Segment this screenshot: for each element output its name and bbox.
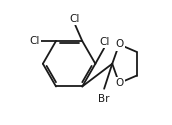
Text: Br: Br xyxy=(98,94,109,104)
Text: Cl: Cl xyxy=(69,14,80,24)
Text: Cl: Cl xyxy=(29,36,40,46)
Text: O: O xyxy=(115,39,123,49)
Text: O: O xyxy=(115,78,123,88)
Text: Cl: Cl xyxy=(100,37,110,47)
